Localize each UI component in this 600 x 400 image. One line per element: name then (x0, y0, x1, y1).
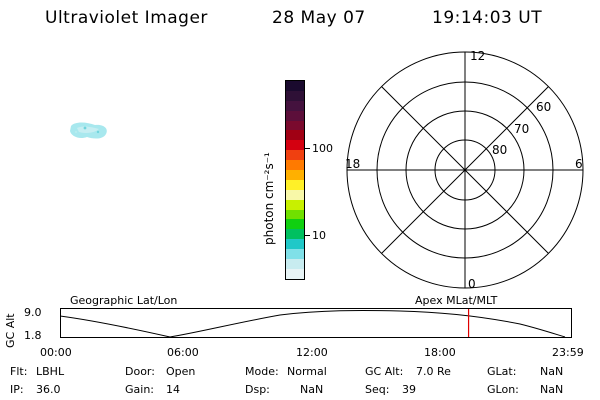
auroral-image (70, 122, 107, 139)
gain-label: Gain: (125, 383, 154, 396)
colorbar-tick-mark (305, 148, 310, 149)
seq-label: Seq: (365, 383, 390, 396)
lat-label-80: 80 (492, 143, 507, 157)
colorbar-segment (286, 189, 304, 200)
colorbar-segment (286, 160, 304, 171)
colorbar-segment (286, 219, 304, 230)
altitude-curve (60, 309, 566, 338)
timeline-left-label: Geographic Lat/Lon (70, 294, 178, 307)
flt-value: LBHL (36, 365, 65, 378)
colorbar-segment (286, 229, 304, 240)
glat-value: NaN (540, 365, 564, 378)
timeline-tick-0: 00:00 (40, 346, 72, 359)
colorbar-segment (286, 130, 304, 141)
colorbar-segment (286, 120, 304, 131)
colorbar-segment (286, 140, 304, 151)
colorbar-segment (286, 209, 304, 220)
colorbar-segment (286, 199, 304, 210)
gain-value: 14 (166, 383, 180, 396)
colorbar-segment (286, 249, 304, 260)
colorbar-segment (286, 110, 304, 121)
ip-label: IP: (10, 383, 24, 396)
timeline-frame (60, 308, 572, 338)
colorbar-segment (286, 81, 304, 91)
dsp-label: Dsp: (245, 383, 270, 396)
timeline-y-bottom: 1.8 (24, 329, 42, 342)
colorbar-segment (286, 259, 304, 269)
colorbar-tick-mark (305, 235, 310, 236)
mlt-label-0: 0 (468, 277, 476, 291)
colorbar-tick-10: 10 (312, 229, 326, 242)
colorbar (285, 80, 305, 280)
colorbar-segment (286, 239, 304, 250)
timeline-right-label: Apex MLat/MLT (415, 294, 498, 307)
lat-label-70: 70 (514, 122, 529, 136)
gcalt-label: GC Alt: (365, 365, 404, 378)
mlt-label-18: 18 (345, 157, 360, 171)
colorbar-segment (286, 268, 304, 279)
colorbar-tick-100: 100 (312, 142, 333, 155)
colorbar-segment (286, 170, 304, 180)
ip-value: 36.0 (36, 383, 61, 396)
date-label: 28 May 07 (272, 8, 366, 28)
door-value: Open (166, 365, 196, 378)
timeline-tick-3: 18:00 (424, 346, 456, 359)
timeline-tick-1: 06:00 (167, 346, 199, 359)
diagonal-line (381, 86, 549, 254)
time-label: 19:14:03 UT (432, 8, 543, 28)
seq-value: 39 (402, 383, 416, 396)
mlt-label-6: 6 (575, 157, 583, 171)
glon-label: GLon: (487, 383, 519, 396)
mlt-label-12: 12 (470, 49, 485, 63)
polar-plot: 12 18 6 0 60 70 80 (345, 49, 584, 291)
colorbar-unit-label: photon cm⁻²s⁻¹ (262, 152, 276, 245)
door-label: Door: (125, 365, 155, 378)
mode-value: Normal (287, 365, 327, 378)
timeline-y-label: GC Alt (4, 313, 17, 348)
mode-label: Mode: (245, 365, 279, 378)
colorbar-segment (286, 150, 304, 161)
instrument-title: Ultraviolet Imager (45, 8, 208, 28)
altitude-timeline (60, 308, 572, 338)
flt-label: Flt: (10, 365, 28, 378)
colorbar-segment (286, 179, 304, 190)
timeline-tick-2: 12:00 (296, 346, 328, 359)
timeline-tick-4: 23:59 (552, 346, 584, 359)
lat-label-60: 60 (536, 100, 551, 114)
glat-label: GLat: (487, 365, 517, 378)
gcalt-value: 7.0 Re (416, 365, 451, 378)
glon-value: NaN (540, 383, 564, 396)
colorbar-segment (286, 100, 304, 111)
colorbar-segment (286, 90, 304, 101)
dsp-value: NaN (300, 383, 324, 396)
timeline-y-top: 9.0 (24, 306, 42, 319)
